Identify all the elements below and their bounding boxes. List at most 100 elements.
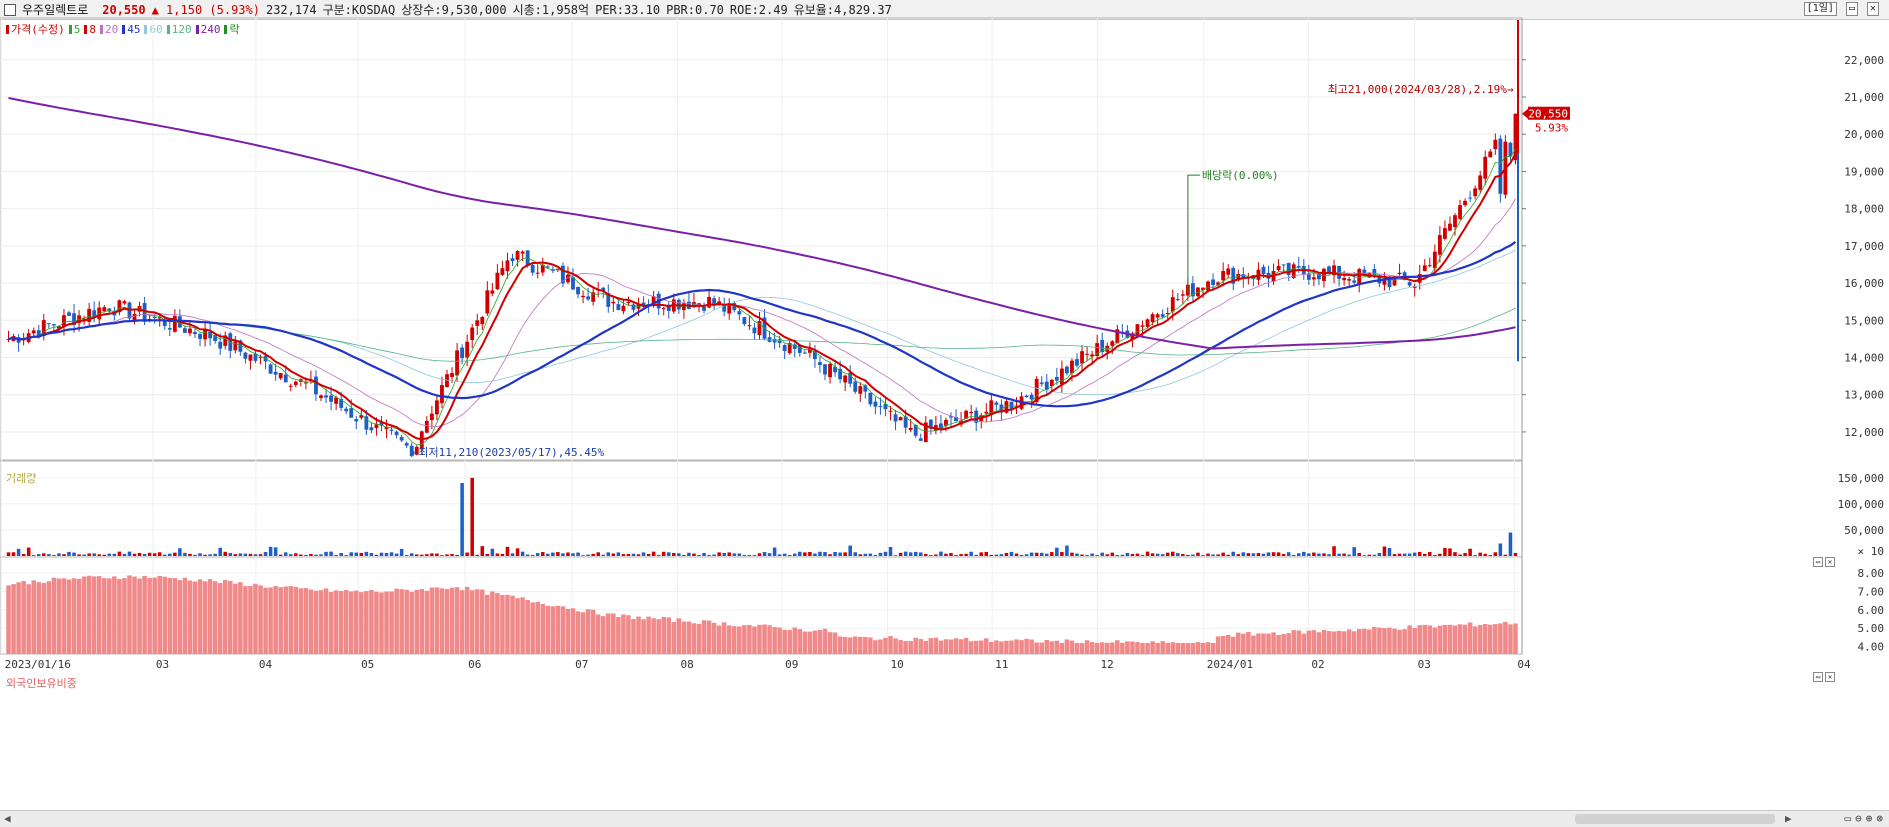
volume-bar xyxy=(102,554,107,556)
legend-item[interactable]: 5 xyxy=(68,23,80,36)
candle xyxy=(752,327,757,334)
panel-maximize-icon[interactable]: ▭ xyxy=(1813,557,1823,567)
scroll-left-icon[interactable]: ◀ xyxy=(4,812,11,825)
legend-item[interactable]: 20 xyxy=(99,23,118,36)
panel-maximize-icon[interactable]: ▭ xyxy=(1813,672,1823,682)
foreign-bar xyxy=(732,626,737,654)
volume-bar xyxy=(717,552,721,556)
foreign-bar xyxy=(127,575,132,654)
minimize-icon[interactable]: ▭ xyxy=(1845,2,1858,16)
volume-bar xyxy=(490,548,495,556)
volume-bar xyxy=(334,555,338,556)
legend-item[interactable]: 240 xyxy=(195,23,220,36)
volume-bar xyxy=(203,554,207,556)
stock-chart[interactable]: 12,000 13,000 14,000 15,000 16,000 17,000 18,0… xyxy=(0,0,1889,810)
foreign-bar xyxy=(1054,640,1060,654)
foreign-bar xyxy=(762,624,767,654)
volume-bar xyxy=(666,552,671,556)
candle xyxy=(1306,273,1311,280)
zoom-reset-icon[interactable]: ⊗ xyxy=(1876,812,1883,825)
legend-item[interactable]: 가격(수정) xyxy=(6,23,65,36)
legend-item[interactable]: 락 xyxy=(224,23,240,36)
legend-item[interactable]: 45 xyxy=(122,23,140,36)
candle xyxy=(964,410,969,419)
foreign-bar xyxy=(1185,642,1191,654)
foreign-bar xyxy=(1145,642,1150,654)
panel-close-icon[interactable]: ✕ xyxy=(1825,672,1835,682)
candle xyxy=(253,353,258,361)
foreign-bar xyxy=(177,580,183,654)
volume-bar xyxy=(142,553,147,556)
candle xyxy=(1453,215,1457,228)
candle xyxy=(666,304,671,311)
volume-bar xyxy=(137,552,142,556)
volume-bar xyxy=(1402,553,1407,556)
volume-bar xyxy=(1165,552,1170,556)
close-icon[interactable]: ✕ xyxy=(1866,2,1879,16)
zoom-in-icon[interactable]: ⊕ xyxy=(1865,812,1873,825)
foreign-bar xyxy=(434,587,440,654)
candle xyxy=(303,382,308,384)
select-checkbox[interactable] xyxy=(4,3,16,16)
foreign-bar xyxy=(1170,642,1176,654)
zoom-slider-icon[interactable]: ▭ xyxy=(1844,812,1852,825)
chart-scrollbar[interactable]: ◀ ▶ ▭ ⊖ ⊕ ⊗ xyxy=(0,810,1889,827)
candle xyxy=(732,303,737,311)
candle xyxy=(893,414,898,422)
foreign-bar xyxy=(238,582,243,654)
candle xyxy=(1463,200,1467,206)
foreign-bar xyxy=(520,597,525,654)
foreign-bar xyxy=(1306,630,1312,654)
foreign-bar xyxy=(1150,641,1155,654)
volume-bar xyxy=(1342,553,1346,556)
volume-bar xyxy=(1387,547,1392,556)
candle xyxy=(576,286,580,295)
panel-close-icon[interactable]: ✕ xyxy=(1825,557,1835,567)
volume-bar xyxy=(1271,552,1276,556)
legend-item[interactable]: 120 xyxy=(166,23,192,36)
candle xyxy=(87,308,92,322)
volume-bar xyxy=(1004,552,1009,556)
volume-bar xyxy=(1453,552,1457,556)
foreign-bar xyxy=(671,622,677,654)
volume-bar xyxy=(1100,552,1104,556)
candle xyxy=(1357,269,1362,285)
foreign-bar xyxy=(293,586,299,654)
candle xyxy=(1191,283,1195,297)
candle xyxy=(561,265,565,284)
volume-bar xyxy=(1443,547,1447,556)
candle xyxy=(873,401,878,407)
scroll-thumb[interactable] xyxy=(1575,814,1775,824)
volume-bar xyxy=(1433,555,1437,556)
foreign-bar xyxy=(11,584,16,654)
volume-bar xyxy=(1493,552,1498,556)
foreign-bar xyxy=(1236,632,1241,654)
foreign-bar xyxy=(953,638,959,654)
volume-bar xyxy=(1135,553,1140,556)
period-button[interactable]: [1일] xyxy=(1803,2,1837,16)
foreign-bar xyxy=(994,640,999,654)
volume-bar xyxy=(858,554,863,556)
candle xyxy=(329,395,333,402)
candle xyxy=(339,399,344,408)
foreign-bar xyxy=(1447,624,1453,654)
foreign-bar xyxy=(152,577,157,654)
candle xyxy=(1422,265,1427,272)
candle xyxy=(1216,282,1221,285)
volume-bar xyxy=(984,551,989,556)
foreign-bar xyxy=(1190,642,1196,654)
foreign-bar xyxy=(91,576,97,654)
candle xyxy=(1075,359,1079,366)
foreign-bar xyxy=(555,605,561,654)
foreign-bar xyxy=(570,608,576,654)
zoom-out-icon[interactable]: ⊖ xyxy=(1855,812,1862,825)
foreign-bar xyxy=(747,624,752,654)
foreign-bar xyxy=(313,590,319,654)
candle xyxy=(344,408,349,412)
scroll-right-icon[interactable]: ▶ xyxy=(1785,812,1792,825)
volume-bar xyxy=(1186,555,1190,556)
candle xyxy=(485,290,490,314)
candle xyxy=(203,328,207,340)
foreign-bar xyxy=(802,631,808,654)
legend-item[interactable]: 8 xyxy=(84,23,96,36)
